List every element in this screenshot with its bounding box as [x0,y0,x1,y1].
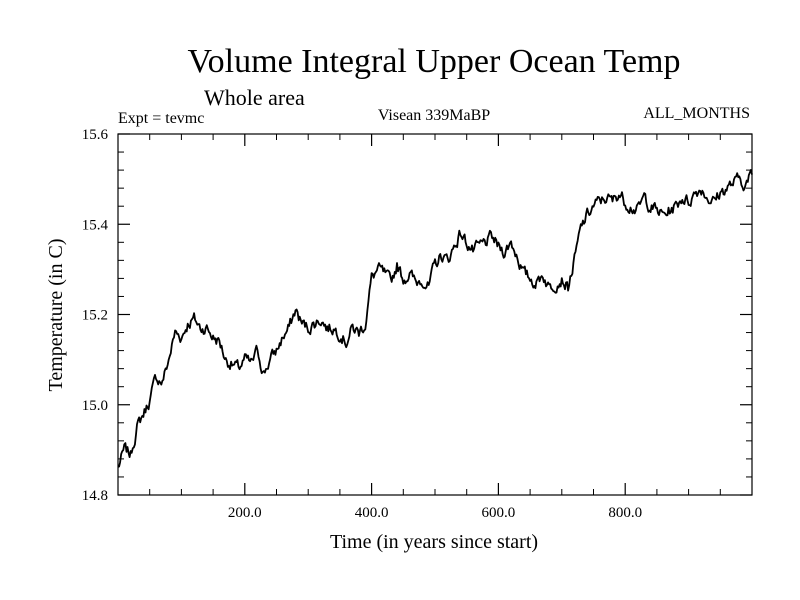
y-axis-ticks: 14.8 15.0 15.2 15.4 15.6 [82,127,752,504]
x-axis-label: Time (in years since start) [330,531,538,553]
annotation-right: ALL_MONTHS [643,105,750,122]
annotation-left: Expt = tevmc [118,110,204,127]
y-tick-label: 14.8 [82,488,108,504]
y-tick-label: 15.6 [82,127,109,143]
x-axis-ticks: 200.0 400.0 600.0 800.0 [228,134,642,521]
plot-frame [117,133,753,496]
chart-subtitle: Whole area [204,85,305,110]
x-tick-label: 800.0 [608,505,642,521]
x-tick-label: 600.0 [482,505,516,521]
series-line-temperature [117,169,753,468]
x-tick-label: 200.0 [228,505,262,521]
chart-title: Volume Integral Upper Ocean Temp [188,43,681,80]
series-layer [117,169,753,468]
y-tick-label: 15.0 [82,398,108,414]
y-tick-label: 15.4 [82,217,109,233]
y-minor-ticks [118,151,752,478]
x-minor-ticks [149,134,721,495]
x-tick-label: 400.0 [355,505,389,521]
annotation-center: Visean 339MaBP [378,107,490,124]
y-axis-label: Temperature (in C) [45,239,67,392]
y-tick-label: 15.2 [82,308,108,324]
